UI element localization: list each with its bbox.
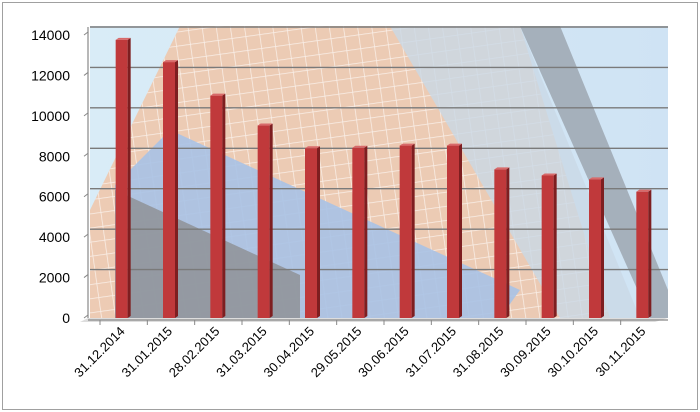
y-tick-label: 8000 <box>39 148 70 164</box>
bar-side <box>317 146 320 318</box>
bar-side <box>127 37 131 318</box>
bar-top <box>257 123 273 126</box>
bar-side <box>364 145 368 318</box>
bar <box>541 175 554 318</box>
y-tick-label: 2000 <box>39 270 70 286</box>
bar <box>210 95 223 319</box>
y-tick-label: 6000 <box>39 189 70 205</box>
bar-side <box>175 60 178 318</box>
bar-top <box>399 143 415 146</box>
x-tick-label: 30.10.2015 <box>544 324 601 381</box>
y-tick-mark <box>83 112 89 117</box>
bar-side <box>269 123 273 318</box>
bar-side <box>411 143 415 318</box>
bar-top <box>589 177 604 180</box>
y-tick-label: 0 <box>62 310 70 326</box>
y-tick-mark <box>83 31 89 36</box>
y-tick-mark <box>83 274 89 278</box>
bar <box>636 191 649 318</box>
bar-side <box>222 93 226 319</box>
bar <box>399 145 412 318</box>
y-tick-label: 12000 <box>31 67 70 83</box>
bar <box>352 147 365 318</box>
bar-top <box>305 146 320 149</box>
bar-top <box>494 167 510 170</box>
y-tick-mark <box>83 314 89 319</box>
y-tick-mark <box>83 193 89 198</box>
bar <box>257 125 270 318</box>
bar <box>589 179 601 318</box>
bar <box>163 62 175 318</box>
y-tick-mark <box>83 72 89 76</box>
bar <box>494 169 507 318</box>
bar-side <box>648 189 652 318</box>
bar-top <box>352 145 368 148</box>
y-tick-mark <box>83 152 89 157</box>
bar-top <box>541 173 557 176</box>
y-tick-label: 14000 <box>31 27 70 43</box>
bar-top <box>163 60 178 63</box>
bar-top <box>447 143 462 146</box>
bar-top <box>115 37 131 40</box>
bar-top <box>636 189 652 192</box>
bar <box>447 145 459 318</box>
y-tick-label: 4000 <box>39 229 70 245</box>
bar-side <box>601 177 604 318</box>
bar-top <box>210 93 226 96</box>
bar <box>115 39 128 318</box>
y-tick-mark <box>83 233 89 238</box>
y-tick-label: 10000 <box>31 108 70 124</box>
bar-side <box>506 167 510 318</box>
x-tick-label: 30.11.2015 <box>593 324 649 380</box>
bar <box>305 148 317 318</box>
bar-side <box>459 143 462 318</box>
bar-side <box>553 173 557 318</box>
